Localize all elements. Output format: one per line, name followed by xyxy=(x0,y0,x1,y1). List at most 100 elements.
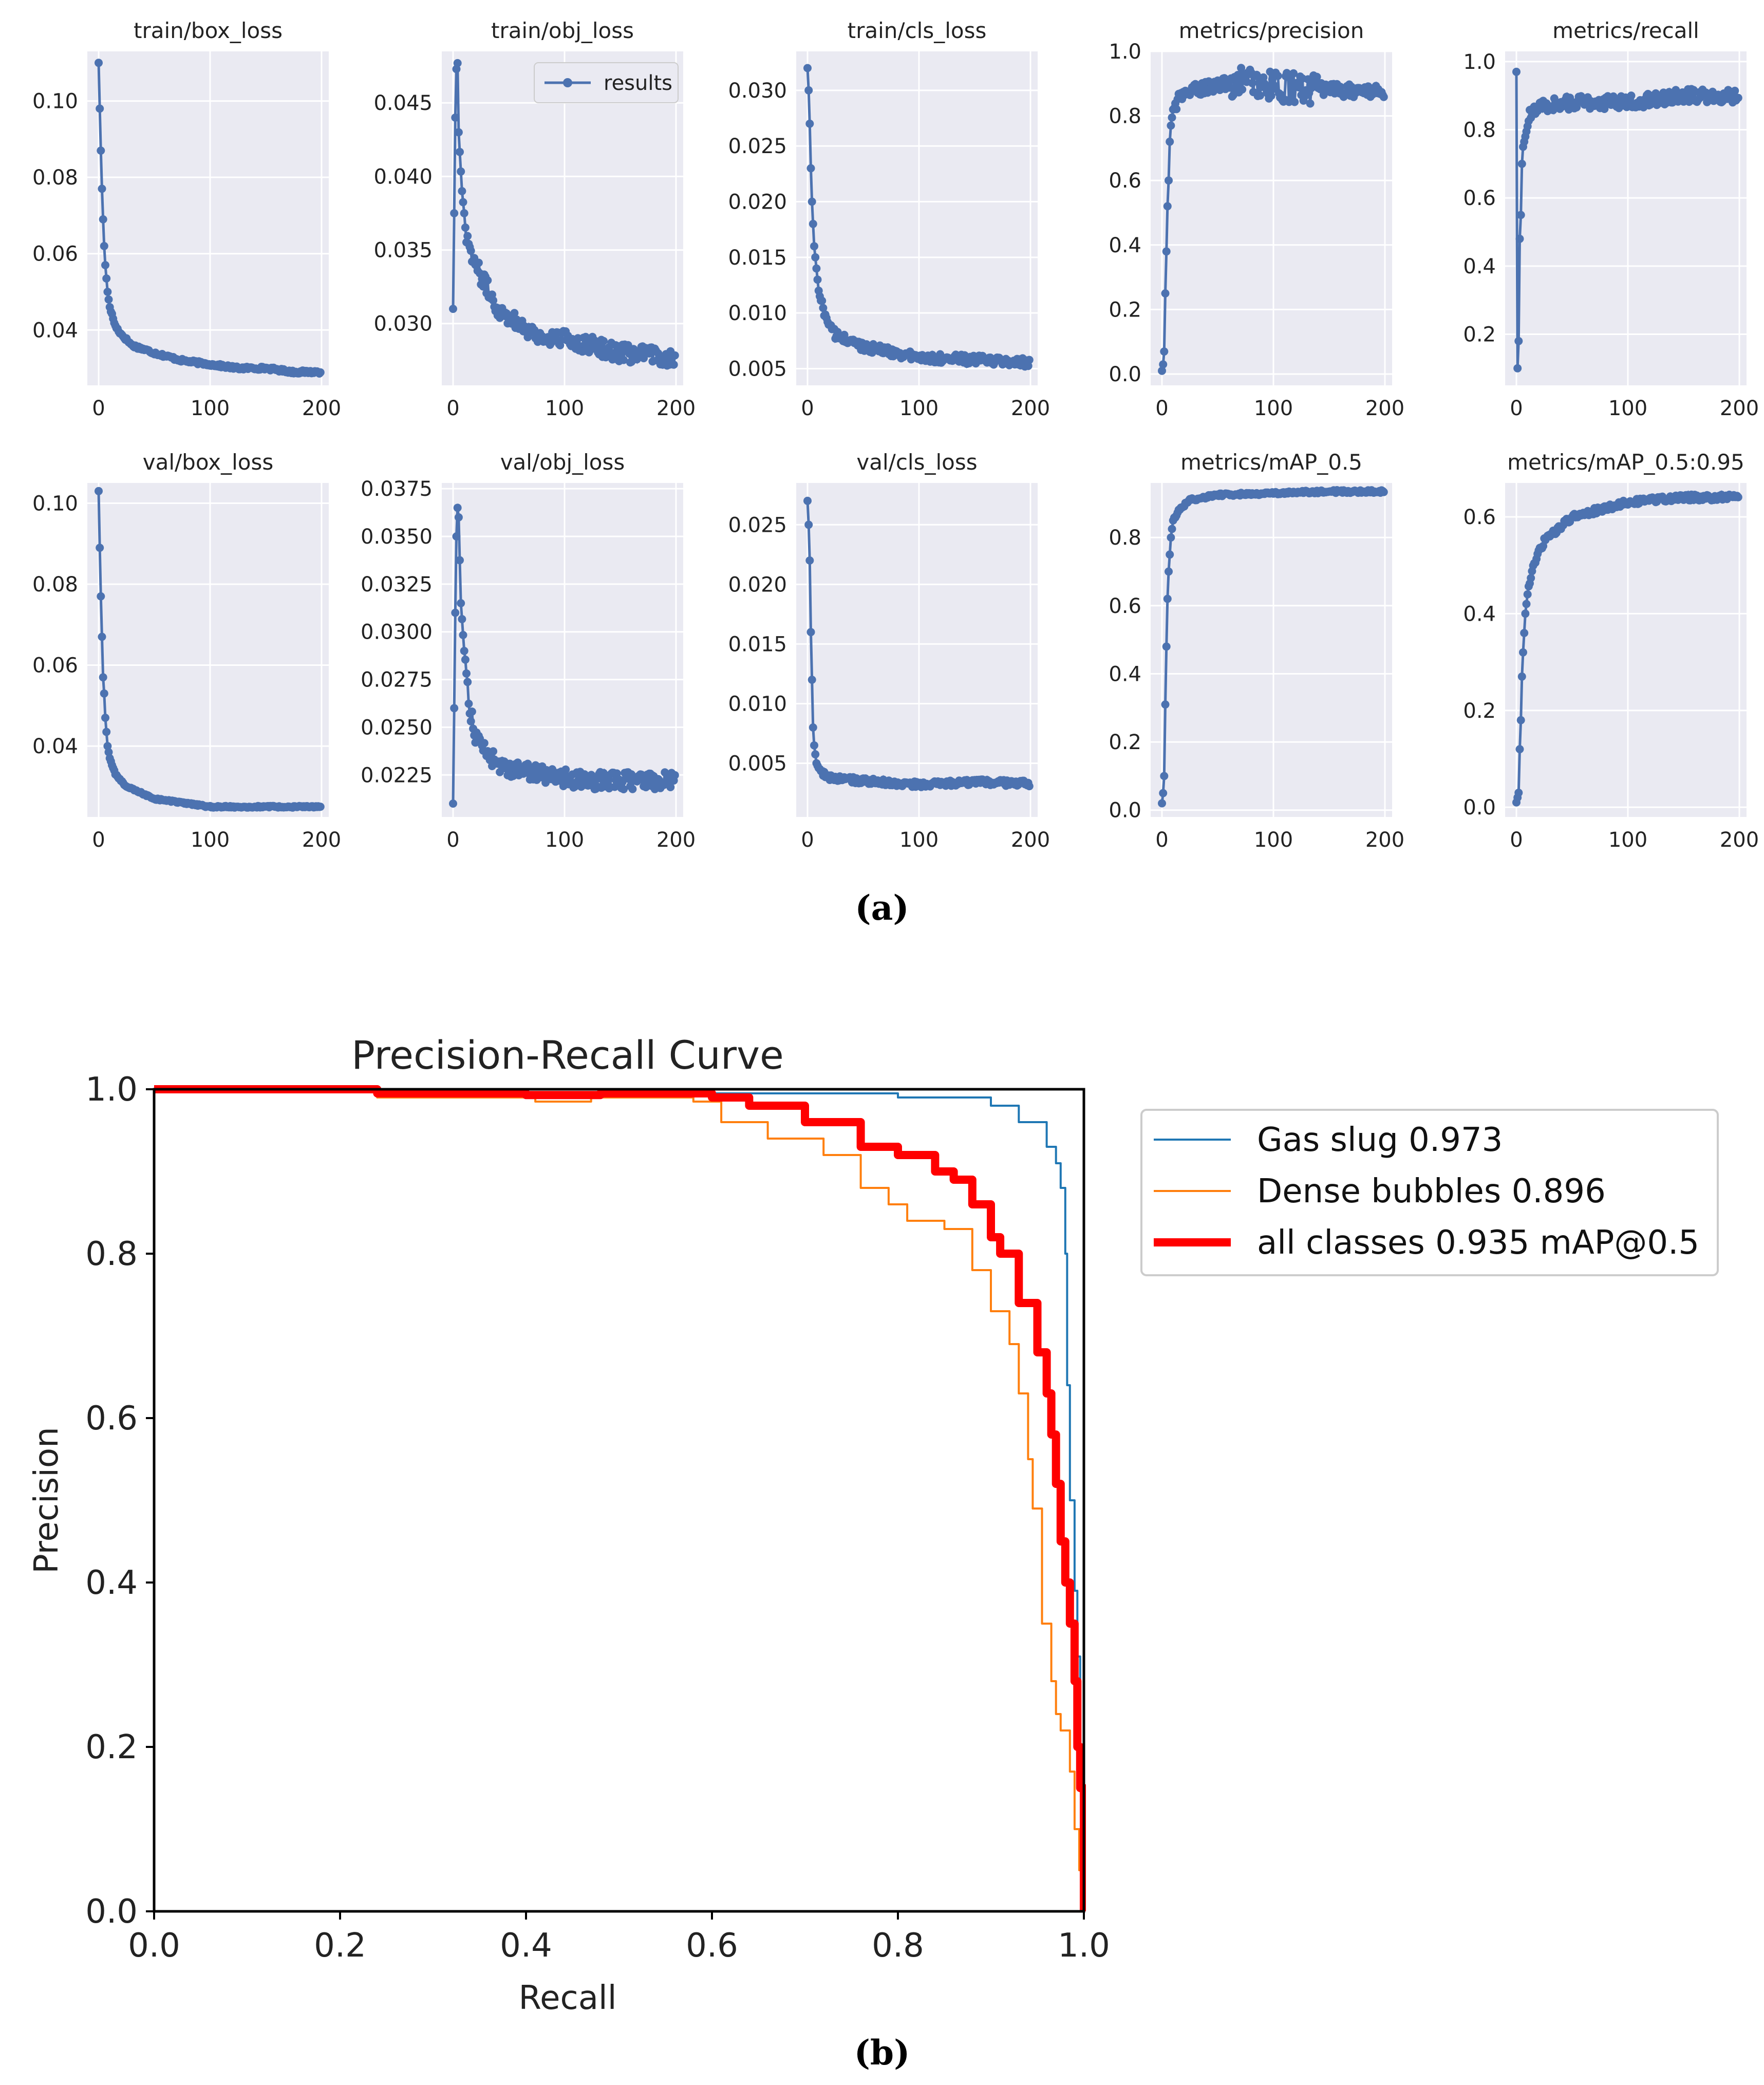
y-tick-label: 0.06 xyxy=(32,243,78,266)
panel-background xyxy=(796,51,1038,385)
data-point xyxy=(1290,98,1299,106)
results-legend: results xyxy=(534,62,679,103)
panel-title: metrics/precision xyxy=(1179,18,1364,43)
y-tick-label: 0.4 xyxy=(1109,662,1141,686)
data-point xyxy=(1168,525,1176,533)
data-point xyxy=(1516,211,1525,219)
data-point xyxy=(666,783,675,791)
panel-title: val/cls_loss xyxy=(856,450,977,475)
data-point xyxy=(458,187,466,195)
data-point xyxy=(483,276,492,285)
data-point xyxy=(489,747,498,756)
data-point xyxy=(95,59,103,67)
y-tick-label: 0.040 xyxy=(373,165,433,189)
data-point xyxy=(803,496,812,505)
x-tick-label: 0.8 xyxy=(872,1927,924,1965)
data-point xyxy=(1519,648,1527,657)
data-point xyxy=(1520,629,1529,637)
y-tick-label: 0.4 xyxy=(1109,234,1141,257)
results-markers xyxy=(1158,486,1388,808)
x-tick-label: 0 xyxy=(92,397,105,420)
data-point xyxy=(620,356,628,364)
panel-title: metrics/mAP_0.5:0.95 xyxy=(1507,450,1744,475)
legend-marker xyxy=(563,78,572,87)
data-point xyxy=(1161,289,1170,297)
data-point xyxy=(480,739,489,748)
data-point xyxy=(453,504,462,512)
data-point xyxy=(450,704,459,713)
x-tick-label: 200 xyxy=(1011,397,1050,420)
data-point xyxy=(103,288,112,296)
data-point xyxy=(1167,121,1175,130)
y-tick-label: 0.0 xyxy=(1463,796,1496,820)
data-point xyxy=(97,592,105,601)
panel-title: metrics/recall xyxy=(1552,18,1699,43)
data-point xyxy=(1513,364,1522,373)
panel-train_cls_loss: 0 100 200 0.005 0.010 0.015 0.020 0.025 0.030 tra… xyxy=(728,18,1050,420)
data-point xyxy=(1172,105,1181,114)
data-point xyxy=(449,799,457,808)
panel-metrics_precision: 0 100 200 0.0 0.2 0.4 0.6 0.8 1.0 metrics/precisi… xyxy=(1109,18,1404,420)
x-tick-label: 200 xyxy=(656,828,696,852)
data-point xyxy=(96,544,104,552)
data-point xyxy=(98,632,106,641)
results-markers xyxy=(95,487,325,812)
x-axis-label: Recall xyxy=(519,1979,617,2017)
y-tick-label: 1.0 xyxy=(1463,50,1496,74)
data-point xyxy=(1162,247,1171,256)
data-point xyxy=(628,785,637,793)
data-point xyxy=(1731,86,1739,95)
panel-title: train/obj_loss xyxy=(491,18,634,43)
data-point xyxy=(100,689,108,698)
x-tick-label: 0.2 xyxy=(314,1927,366,1965)
series-line-gas-slug xyxy=(154,1088,1085,1911)
x-tick-label: 200 xyxy=(302,828,341,852)
data-point xyxy=(805,119,814,128)
data-point xyxy=(460,209,468,217)
data-point xyxy=(460,646,468,655)
data-point xyxy=(1522,600,1531,608)
y-tick-label: 0.04 xyxy=(32,735,78,758)
x-tick-label: 0 xyxy=(801,397,814,420)
data-point xyxy=(1237,64,1246,72)
data-point xyxy=(580,770,589,779)
y-tick-label: 0.6 xyxy=(85,1400,138,1438)
y-tick-label: 0.035 xyxy=(373,239,433,263)
y-tick-label: 0.4 xyxy=(1463,602,1496,626)
data-point xyxy=(100,241,108,250)
data-point xyxy=(633,355,641,364)
data-point xyxy=(1516,716,1525,724)
y-tick-label: 0.6 xyxy=(1109,169,1141,193)
data-point xyxy=(103,742,112,751)
x-tick-label: 200 xyxy=(1011,828,1050,852)
chart-title: Precision-Recall Curve xyxy=(351,1032,784,1078)
data-point xyxy=(1160,347,1169,356)
x-tick-label: 200 xyxy=(302,397,341,420)
legend-box xyxy=(1140,1109,1719,1276)
y-tick-label: 0.0350 xyxy=(361,525,433,549)
y-tick-label: 0.0300 xyxy=(361,621,433,644)
panel-title: val/obj_loss xyxy=(500,450,625,475)
data-point xyxy=(812,264,821,273)
x-tick-label: 100 xyxy=(545,397,584,420)
data-point xyxy=(1289,69,1298,78)
data-point xyxy=(806,164,815,173)
y-tick-label: 0.0 xyxy=(1109,799,1141,823)
data-point xyxy=(805,556,814,565)
data-point xyxy=(451,113,460,122)
y-tick-label: 0.010 xyxy=(728,692,787,716)
y-tick-label: 0.0325 xyxy=(361,573,433,597)
results-markers xyxy=(803,64,1034,371)
x-tick-label: 0 xyxy=(1155,397,1168,420)
data-point xyxy=(1256,91,1264,100)
panel-metrics_map_05: 0 100 200 0.0 0.2 0.4 0.6 0.8 metrics/mAP_0.5 xyxy=(1109,450,1404,852)
data-point xyxy=(461,223,470,232)
data-point xyxy=(1515,234,1524,243)
x-tick-label: 100 xyxy=(899,828,939,852)
data-point xyxy=(98,184,106,193)
panel-background xyxy=(87,483,329,817)
x-tick-label: 0 xyxy=(1510,828,1523,852)
data-point xyxy=(466,247,475,255)
data-point xyxy=(1167,533,1175,542)
